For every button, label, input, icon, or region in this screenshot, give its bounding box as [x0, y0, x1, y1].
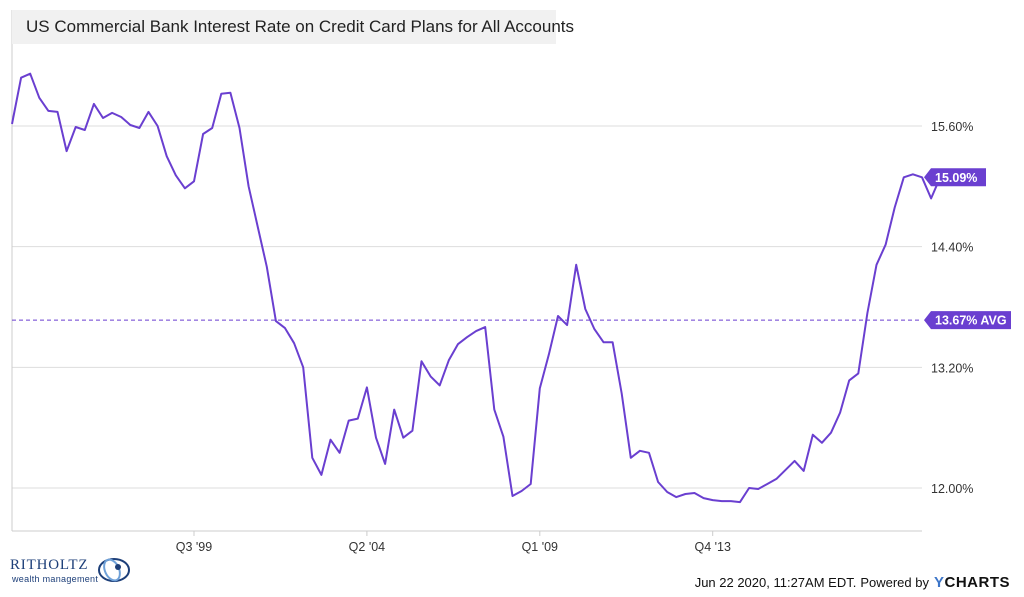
title-bar: US Commercial Bank Interest Rate on Cred…: [12, 10, 574, 44]
logo-subtitle: wealth management: [12, 574, 99, 584]
y-axis-tick-labels: 12.00% 13.20% 14.40% 15.60%: [931, 120, 973, 496]
ycharts-logo-y: Y: [933, 574, 945, 591]
footer: Jun 22 2020, 11:27AM EDT. Powered by YCH…: [695, 574, 1010, 591]
logo-name: RITHOLTZ: [10, 557, 89, 573]
logo-mark-icon: [98, 558, 130, 582]
last-value-badge: 15.09%: [924, 168, 986, 187]
y-tick-label: 12.00%: [931, 482, 973, 496]
x-axis-tick-labels: Q3 '99 Q2 '04 Q1 '09 Q4 '13: [176, 531, 731, 554]
last-value-badge-text: 15.09%: [935, 171, 977, 185]
chart-title: US Commercial Bank Interest Rate on Cred…: [26, 17, 575, 36]
x-tick-label: Q3 '99: [176, 540, 212, 554]
footer-powered-by: Powered by: [860, 575, 929, 590]
series-line[interactable]: [11, 72, 942, 504]
x-tick-label: Q2 '04: [349, 540, 385, 554]
x-tick-label: Q1 '09: [522, 540, 558, 554]
average-badge: 13.67% AVG: [924, 311, 1011, 330]
y-tick-label: 15.60%: [931, 120, 973, 134]
average-badge-text: 13.67% AVG: [935, 314, 1007, 328]
gridlines: [12, 125, 922, 489]
y-tick-label: 13.20%: [931, 361, 973, 375]
footer-timestamp: Jun 22 2020, 11:27AM EDT.: [694, 575, 857, 590]
ritholtz-logo: RITHOLTZ wealth management: [10, 555, 140, 589]
ycharts-logo: YCHARTS: [934, 574, 1010, 591]
ycharts-logo-text: CHARTS: [944, 574, 1010, 591]
value-badges: 15.09% 13.67% AVG: [924, 168, 1011, 330]
y-tick-label: 14.40%: [931, 241, 973, 255]
x-tick-label: Q4 '13: [694, 540, 730, 554]
